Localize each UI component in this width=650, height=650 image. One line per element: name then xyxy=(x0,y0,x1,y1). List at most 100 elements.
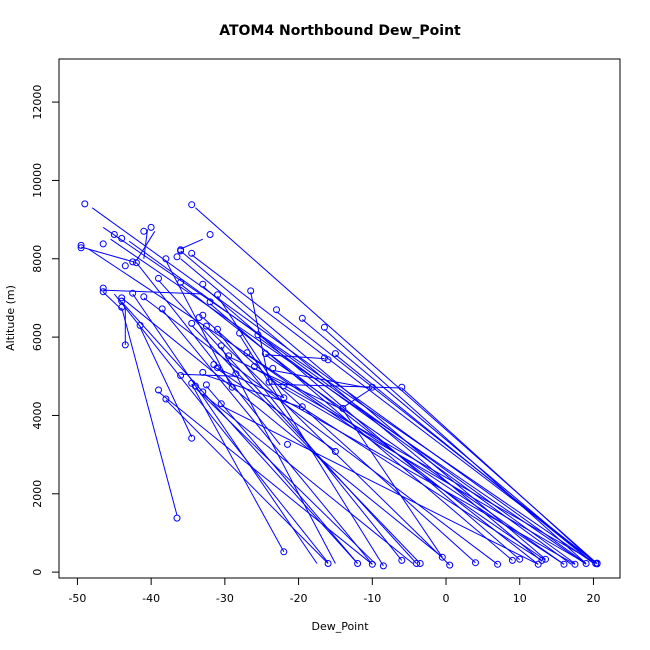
series-segment xyxy=(103,289,203,295)
data-point xyxy=(118,303,126,311)
series-segment xyxy=(254,367,598,564)
data-point xyxy=(494,560,502,568)
series-segment xyxy=(272,369,369,389)
series-segment xyxy=(269,383,402,389)
series-segment xyxy=(121,301,358,564)
data-point xyxy=(99,284,107,292)
series-segment xyxy=(191,383,285,553)
data-point xyxy=(339,404,347,412)
data-point xyxy=(177,247,185,255)
data-point xyxy=(188,434,196,442)
y-tick-label: 8000 xyxy=(31,245,44,273)
data-point xyxy=(592,560,600,567)
data-point xyxy=(195,314,203,321)
series-segment xyxy=(180,250,546,560)
y-tick-label: 6000 xyxy=(31,323,44,351)
data-point xyxy=(320,354,328,362)
data-point xyxy=(560,560,568,568)
series-segment xyxy=(257,336,572,565)
series-segment xyxy=(342,387,373,409)
data-point xyxy=(265,378,273,386)
series-segment xyxy=(202,373,303,409)
data-points xyxy=(77,200,601,570)
data-point xyxy=(217,342,225,350)
series-segment xyxy=(161,309,373,565)
series-segment xyxy=(139,327,193,438)
data-point xyxy=(542,555,549,563)
y-tick-label: 12000 xyxy=(31,85,44,120)
data-point xyxy=(250,363,258,370)
segment-lines xyxy=(80,207,598,567)
x-tick-label: -40 xyxy=(142,592,160,605)
data-point xyxy=(199,368,207,376)
x-tick-label: -10 xyxy=(363,592,381,605)
data-point xyxy=(177,372,185,379)
series-segment xyxy=(283,399,576,565)
data-point xyxy=(214,291,221,299)
data-point xyxy=(136,321,144,329)
series-segment xyxy=(165,399,329,564)
data-point xyxy=(173,514,181,522)
data-point xyxy=(472,559,479,567)
series-segment xyxy=(180,258,543,562)
data-point xyxy=(269,364,277,372)
series-segment xyxy=(246,354,546,561)
data-point xyxy=(188,249,196,257)
series-segment xyxy=(143,229,148,259)
data-point xyxy=(81,200,89,208)
data-point xyxy=(99,288,107,296)
data-point xyxy=(280,394,288,402)
series-segment xyxy=(102,226,594,564)
data-point xyxy=(398,383,406,391)
y-axis-label: Altitude (m) xyxy=(4,285,17,351)
series-segment xyxy=(202,393,414,564)
plot-frame xyxy=(58,58,621,579)
data-point xyxy=(202,322,210,330)
series-segment xyxy=(180,283,539,565)
data-point xyxy=(121,341,129,349)
series-segment xyxy=(283,387,587,564)
data-point xyxy=(571,560,579,568)
data-point xyxy=(199,311,207,319)
series-segment xyxy=(121,307,178,516)
data-point xyxy=(206,298,214,306)
data-point xyxy=(247,287,255,295)
data-point xyxy=(202,381,210,389)
data-point xyxy=(99,240,107,248)
data-point xyxy=(225,352,233,360)
series-segment xyxy=(301,319,594,564)
series-segment xyxy=(158,391,373,565)
data-point xyxy=(162,395,170,403)
data-point xyxy=(516,555,524,563)
data-point xyxy=(206,231,214,238)
series-segment xyxy=(220,405,539,565)
x-tick-label: 10 xyxy=(513,592,527,605)
x-axis: -50 -40 -30 -20 -10 0 10 20 xyxy=(68,577,600,605)
series-segment xyxy=(180,238,204,250)
data-point xyxy=(243,349,251,357)
data-point xyxy=(261,350,269,358)
data-point xyxy=(508,556,516,564)
y-tick-label: 0 xyxy=(31,569,44,576)
y-tick-label: 2000 xyxy=(31,480,44,508)
x-tick-label: 20 xyxy=(586,592,600,605)
data-point xyxy=(188,319,196,327)
series-segment xyxy=(195,387,377,565)
data-point xyxy=(155,386,162,394)
data-point xyxy=(273,306,280,314)
data-point xyxy=(177,278,185,286)
data-point xyxy=(582,560,590,567)
data-point xyxy=(331,448,339,455)
x-tick-label: 0 xyxy=(443,592,450,605)
series-segment xyxy=(342,409,443,558)
series-segment xyxy=(121,297,443,558)
data-point xyxy=(140,227,148,235)
data-point xyxy=(232,370,240,378)
data-point xyxy=(199,280,207,288)
data-point xyxy=(354,560,362,567)
data-point xyxy=(147,223,155,231)
series-segment xyxy=(265,354,325,360)
data-point xyxy=(129,258,137,266)
data-point xyxy=(324,560,332,567)
